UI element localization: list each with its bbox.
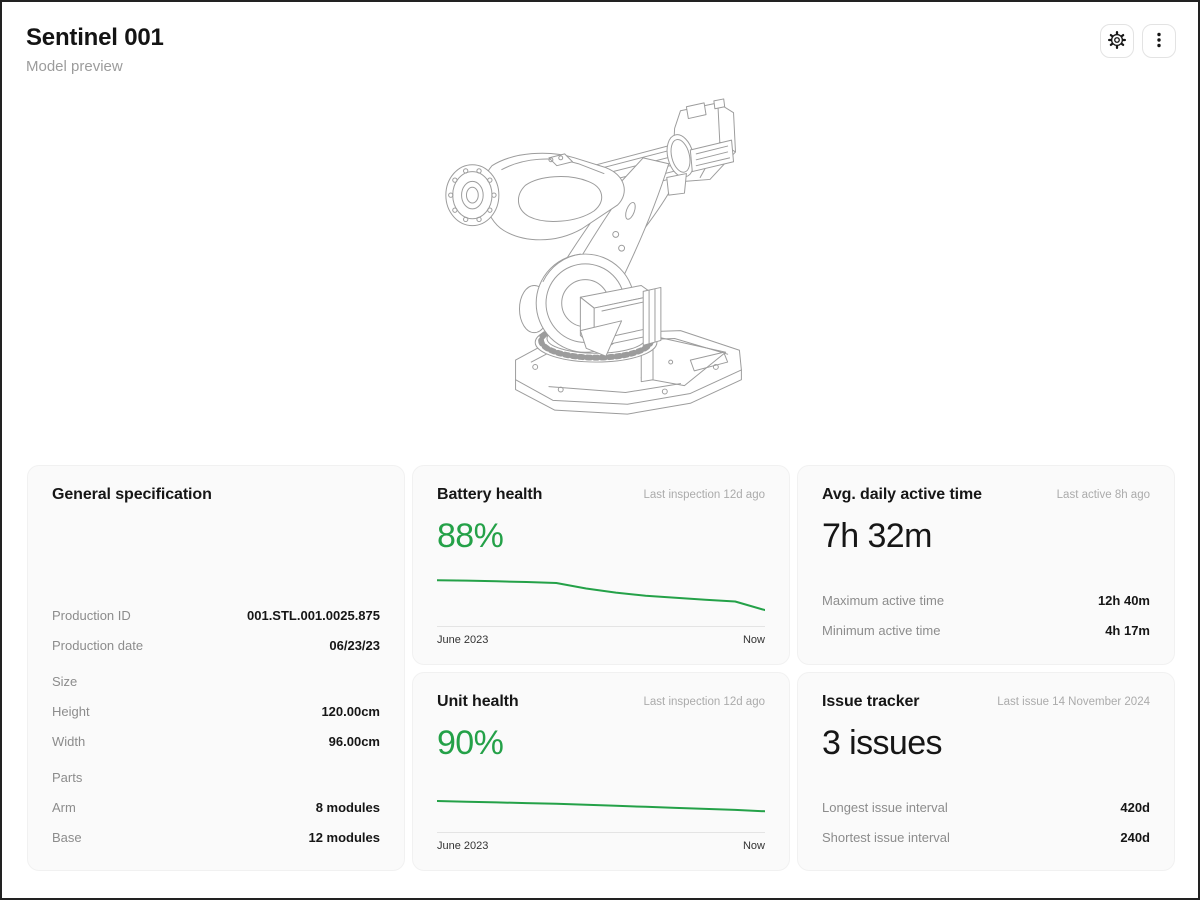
card-title: General specification [52, 486, 212, 503]
spec-row-height: Height 120.00cm [52, 703, 380, 719]
card-title: Battery health [437, 486, 543, 503]
card-issue-tracker: Issue tracker Last issue 14 November 202… [797, 671, 1175, 871]
timeline-end-label: Now [742, 840, 765, 852]
kebab-menu-icon [1150, 31, 1168, 52]
card-title: Unit health [437, 692, 519, 710]
card-avg-daily-active-time: Avg. daily active time Last active 8h ag… [797, 465, 1175, 665]
battery-timeline: June 2023 Now [437, 625, 765, 646]
min-active-time-row: Minimum active time 4h 17m [822, 623, 1150, 638]
last-inspection-caption: Last inspection 12d ago [643, 695, 765, 708]
more-options-button[interactable] [1142, 24, 1176, 58]
issue-interval-list: Longest issue interval 420d Shortest iss… [822, 792, 1150, 852]
unit-health-sparkline [437, 777, 765, 825]
spec-section-parts: Parts [52, 769, 83, 785]
last-active-caption: Last active 8h ago [1056, 489, 1150, 501]
spec-list: Production ID 001.STL.001.0025.875 Produ… [52, 600, 380, 852]
timeline-start-label: June 2023 [437, 633, 489, 646]
page-title: Sentinel 001 [26, 24, 164, 51]
active-time-list: Maximum active time 12h 40m Minimum acti… [822, 586, 1150, 646]
spec-row-width: Width 96.00cm [52, 733, 380, 749]
max-active-time-row: Maximum active time 12h 40m [822, 593, 1150, 608]
card-unit-health: Unit health Last inspection 12d ago 90% … [412, 671, 790, 871]
unit-timeline: June 2023 Now [437, 832, 765, 852]
card-battery-health: Battery health Last inspection 12d ago 8… [412, 465, 790, 665]
longest-issue-interval-row: Longest issue interval 420d [822, 799, 1150, 815]
header-titles: Sentinel 001 Model preview [26, 24, 164, 75]
last-inspection-caption: Last inspection 12d ago [643, 489, 765, 501]
spec-row-base: Base 12 modules [52, 829, 380, 845]
spec-section-size: Size [52, 673, 78, 689]
robot-illustration [445, 98, 742, 415]
header-actions [1100, 24, 1176, 58]
timeline-start-label: June 2023 [437, 840, 489, 852]
avg-active-time-value: 7h 32m [822, 517, 932, 555]
stats-grid: General specification Production ID 001.… [27, 465, 1175, 871]
card-title: Avg. daily active time [822, 486, 982, 503]
page-header: Sentinel 001 Model preview [2, 2, 1198, 75]
battery-health-sparkline [437, 570, 765, 618]
last-issue-caption: Last issue 14 November 2024 [997, 695, 1150, 708]
timeline-end-label: Now [742, 633, 765, 646]
page-subtitle: Model preview [26, 58, 123, 75]
unit-health-value: 90% [437, 723, 504, 762]
spec-row-arm: Arm 8 modules [52, 799, 380, 815]
battery-health-value: 88% [437, 517, 504, 555]
model-preview-area [2, 95, 1198, 419]
settings-button[interactable] [1100, 24, 1134, 58]
spec-row-production-date: Production date 06/23/23 [52, 637, 380, 653]
shortest-issue-interval-row: Shortest issue interval 240d [822, 829, 1150, 845]
issue-count-value: 3 issues [822, 723, 943, 762]
card-title: Issue tracker [822, 692, 920, 710]
gear-icon [1108, 30, 1126, 52]
card-general-specification: General specification Production ID 001.… [27, 465, 405, 871]
spec-row-production-id: Production ID 001.STL.001.0025.875 [52, 607, 380, 623]
